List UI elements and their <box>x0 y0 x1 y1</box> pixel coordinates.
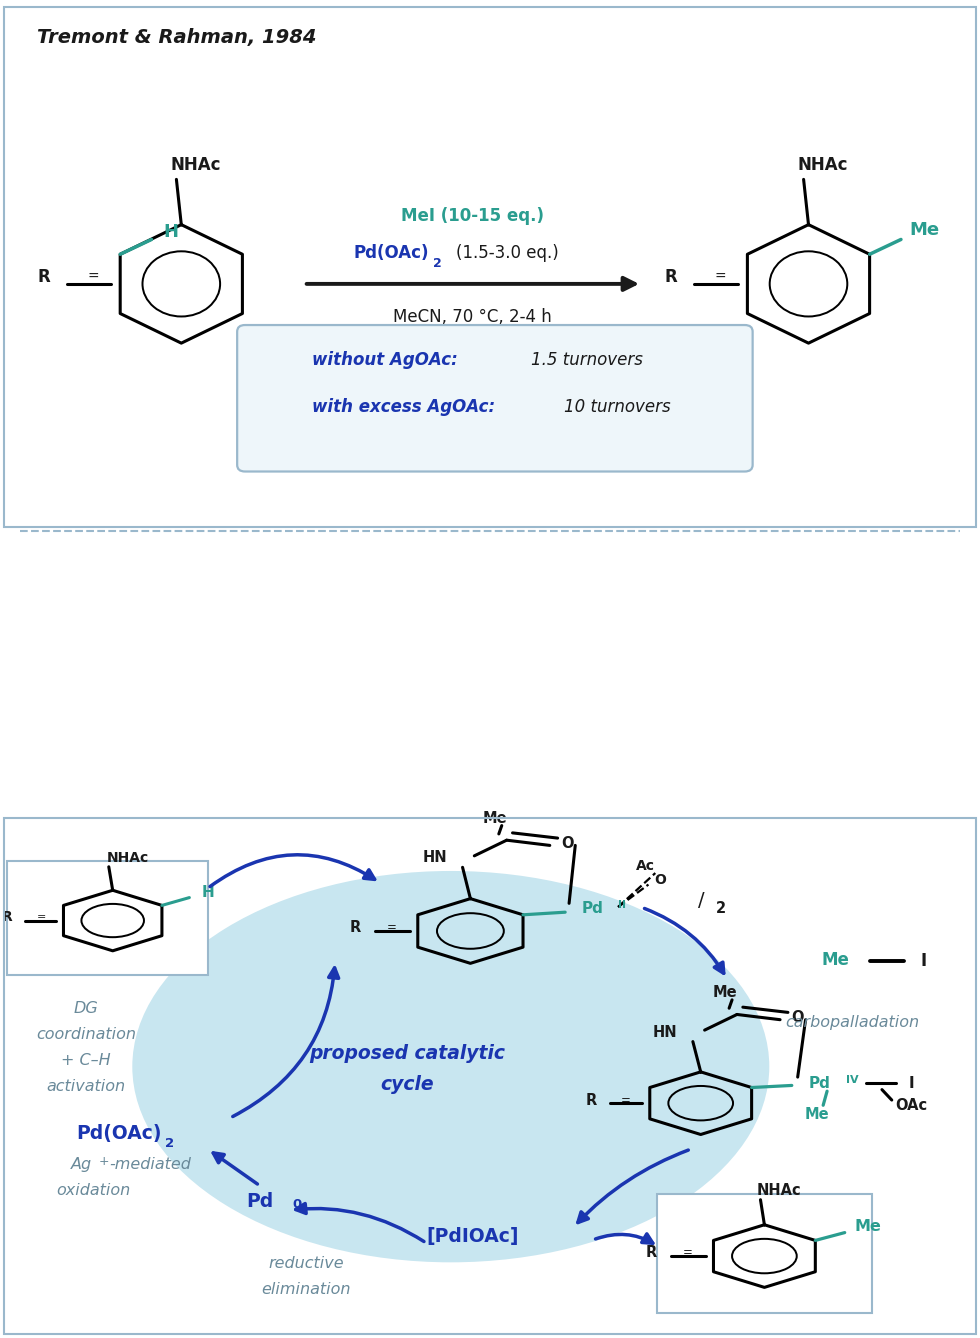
Text: I: I <box>920 953 926 970</box>
Text: 0: 0 <box>292 1198 301 1211</box>
Text: I: I <box>908 1076 914 1090</box>
Text: /: / <box>698 891 705 910</box>
Text: =: = <box>683 1247 693 1259</box>
FancyBboxPatch shape <box>657 1193 872 1313</box>
Text: Pd(OAc): Pd(OAc) <box>76 1124 162 1143</box>
Text: Pd(OAc): Pd(OAc) <box>354 245 429 262</box>
Text: MeI (10-15 eq.): MeI (10-15 eq.) <box>401 206 544 225</box>
Text: Tremont & Rahman, 1984: Tremont & Rahman, 1984 <box>37 28 317 47</box>
Text: -mediated: -mediated <box>110 1157 192 1172</box>
Text: =: = <box>620 1093 630 1107</box>
Text: II: II <box>618 900 626 910</box>
Text: IV: IV <box>846 1076 858 1085</box>
Text: 10 turnovers: 10 turnovers <box>564 399 670 416</box>
Text: =: = <box>387 922 397 934</box>
Text: Me: Me <box>805 1107 830 1123</box>
Text: O: O <box>562 836 573 851</box>
Text: R: R <box>37 269 51 286</box>
Text: R: R <box>2 910 12 925</box>
Text: NHAc: NHAc <box>798 157 849 174</box>
Text: Me: Me <box>855 1219 882 1235</box>
Text: NHAc: NHAc <box>171 157 221 174</box>
Text: carbopalladation: carbopalladation <box>786 1014 919 1030</box>
Text: =: = <box>714 270 726 284</box>
Text: coordination: coordination <box>36 1026 136 1042</box>
Text: MeCN, 70 °C, 2-4 h: MeCN, 70 °C, 2-4 h <box>393 308 552 326</box>
Text: oxidation: oxidation <box>56 1183 130 1199</box>
Text: activation: activation <box>47 1078 125 1094</box>
Text: + C–H: + C–H <box>62 1053 111 1068</box>
Text: H: H <box>164 223 178 241</box>
Text: Me: Me <box>712 985 738 999</box>
Text: =: = <box>36 913 46 922</box>
Text: 1.5 turnovers: 1.5 turnovers <box>531 352 643 369</box>
Text: Pd: Pd <box>246 1192 273 1211</box>
Text: OAc: OAc <box>896 1097 927 1113</box>
Text: Me: Me <box>821 951 849 969</box>
Text: (1.5-3.0 eq.): (1.5-3.0 eq.) <box>456 245 559 262</box>
Text: 2: 2 <box>433 257 442 270</box>
Text: Ag: Ag <box>71 1157 92 1172</box>
Text: H: H <box>202 884 215 900</box>
Text: 2: 2 <box>716 900 726 917</box>
Text: proposed catalytic: proposed catalytic <box>309 1044 505 1064</box>
Text: DG: DG <box>74 1001 99 1016</box>
Text: O: O <box>655 872 666 887</box>
Text: 2: 2 <box>165 1136 173 1149</box>
Text: R: R <box>350 921 362 935</box>
Text: HN: HN <box>653 1025 678 1040</box>
Text: with excess AgOAc:: with excess AgOAc: <box>312 399 495 416</box>
Text: NHAc: NHAc <box>757 1183 802 1198</box>
Ellipse shape <box>132 871 769 1262</box>
Text: Me: Me <box>909 221 940 238</box>
Text: =: = <box>87 270 99 284</box>
Text: R: R <box>585 1093 597 1108</box>
Text: elimination: elimination <box>261 1283 351 1298</box>
Text: R: R <box>646 1246 658 1260</box>
Text: Pd: Pd <box>808 1076 830 1090</box>
Text: O: O <box>792 1010 804 1025</box>
Text: NHAc: NHAc <box>106 851 149 864</box>
Text: Pd: Pd <box>582 900 604 917</box>
Text: R: R <box>664 269 678 286</box>
Text: Me: Me <box>482 811 508 826</box>
Text: Ac: Ac <box>636 859 655 872</box>
Text: without AgOAc:: without AgOAc: <box>312 352 458 369</box>
FancyBboxPatch shape <box>8 860 208 975</box>
FancyBboxPatch shape <box>237 325 753 471</box>
Text: reductive: reductive <box>268 1256 344 1271</box>
Text: HN: HN <box>422 851 448 866</box>
Text: cycle: cycle <box>380 1076 433 1094</box>
Text: +: + <box>99 1155 110 1168</box>
Text: [PdIOAc]: [PdIOAc] <box>426 1227 518 1246</box>
